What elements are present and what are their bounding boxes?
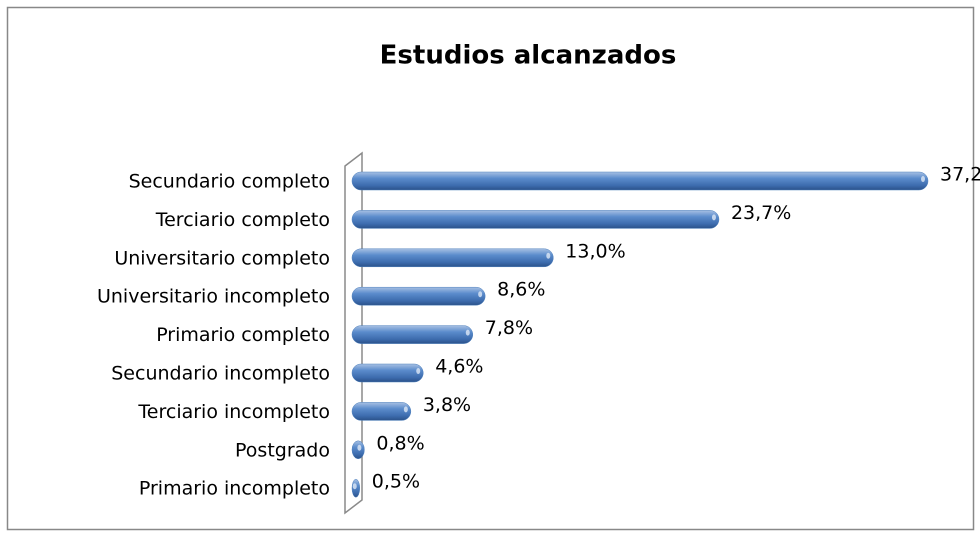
chart-border <box>6 6 975 531</box>
bar <box>351 171 929 191</box>
bar <box>351 210 720 229</box>
bar <box>351 402 412 421</box>
category-label: Secundario incompleto <box>111 363 330 385</box>
bar-cap <box>921 176 925 182</box>
bar-cap <box>357 444 362 451</box>
bar <box>351 325 474 344</box>
value-label: 8,6% <box>497 279 545 301</box>
bar <box>351 248 554 268</box>
bar-cap <box>416 368 421 374</box>
bar-cap <box>352 483 357 490</box>
value-label: 37,2% <box>940 164 980 186</box>
category-label: Terciario incompleto <box>137 401 330 423</box>
value-label: 0,5% <box>372 471 420 493</box>
category-label: Primario completo <box>156 324 330 346</box>
bar <box>351 286 486 306</box>
category-label: Primario incompleto <box>139 478 330 500</box>
category-label: Secundario completo <box>129 171 330 193</box>
bar <box>351 363 424 383</box>
bar-cap <box>711 214 716 221</box>
category-label: Terciario completo <box>155 209 330 231</box>
bar-cap <box>465 329 470 336</box>
value-label: 23,7% <box>731 202 791 224</box>
bar-cap <box>478 291 483 298</box>
bar-cap <box>403 406 408 413</box>
axis-wall <box>344 151 363 515</box>
value-label: 4,6% <box>435 356 483 378</box>
category-label: Universitario incompleto <box>97 286 330 308</box>
category-label: Universitario completo <box>114 247 330 269</box>
value-label: 3,8% <box>423 394 471 416</box>
value-label: 7,8% <box>485 317 533 339</box>
value-label: 0,8% <box>376 432 424 454</box>
category-label: Postgrado <box>235 439 330 461</box>
value-label: 13,0% <box>565 240 625 262</box>
chart-title: Estudios alcanzados <box>380 41 677 71</box>
bar-cap <box>546 252 551 259</box>
